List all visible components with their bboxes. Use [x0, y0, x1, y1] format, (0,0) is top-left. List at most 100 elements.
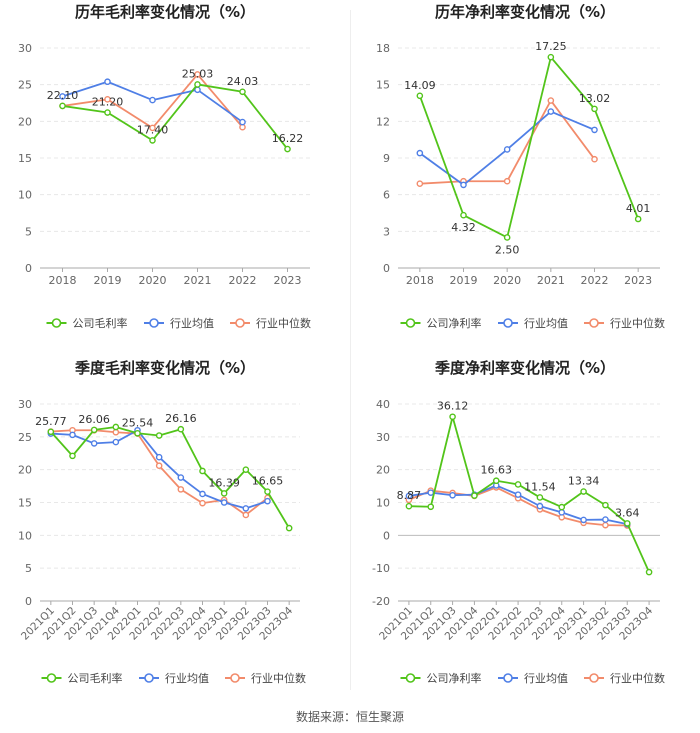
data-label: 14.09 [404, 79, 436, 92]
series-point-avg [90, 440, 98, 447]
series-point-median [194, 71, 201, 78]
y-tick-label: 15 [18, 152, 32, 165]
series-line-company [418, 56, 640, 239]
series-point-avg [416, 149, 424, 157]
series-point-company [602, 501, 609, 509]
series-point-avg [199, 490, 206, 498]
series-line-company [50, 426, 290, 529]
y-tick-label: 20 [376, 464, 390, 477]
legend-label-median: 行业中位数 [256, 316, 311, 330]
legend-label-median: 行业中位数 [610, 671, 665, 685]
y-tick-label: 0 [25, 595, 32, 608]
data-label: 13.02 [579, 92, 611, 105]
series-point-avg [69, 431, 76, 439]
x-tick-label: 2023 [274, 274, 302, 287]
y-tick-label: 12 [376, 115, 390, 128]
y-tick-label: 5 [25, 225, 32, 238]
x-tick-label: 2020 [139, 274, 167, 287]
legend-label-avg: 行业均值 [170, 317, 214, 330]
chart-title: 历年毛利率变化情况（%） [75, 3, 255, 21]
y-tick-label: 20 [18, 115, 32, 128]
series-point-avg [460, 181, 467, 189]
series-point-median [503, 177, 511, 185]
data-label: 16.65 [252, 475, 284, 488]
series-point-company [177, 425, 185, 433]
data-label: 22.10 [47, 89, 79, 102]
series-point-company [514, 481, 522, 488]
x-tick-label: 2022 [581, 274, 609, 287]
series-point-median [416, 180, 424, 187]
x-tick-label: 2021 [537, 274, 565, 287]
y-tick-label: 25 [18, 79, 32, 92]
series-point-company [59, 102, 66, 110]
data-label: 3.64 [615, 506, 640, 519]
series-point-avg [104, 78, 111, 86]
series-point-avg [558, 509, 566, 516]
data-label: 16.22 [272, 132, 304, 145]
series-point-median [591, 155, 598, 163]
series-point-company [47, 428, 55, 436]
series-point-company [558, 503, 566, 511]
x-tick-label: 2018 [406, 274, 434, 287]
series-point-avg [449, 491, 456, 499]
series-point-company [591, 105, 598, 113]
data-label: 25.77 [35, 415, 67, 428]
series-point-avg [503, 146, 511, 153]
series-point-avg [155, 453, 163, 461]
series-point-company [134, 429, 141, 437]
data-label: 11.54 [524, 480, 556, 493]
data-label: 26.16 [165, 412, 197, 425]
series-point-median [155, 462, 163, 470]
legend-marker-company [51, 318, 62, 328]
series-point-avg [149, 96, 156, 104]
legend-label-company: 公司净利率 [427, 316, 482, 330]
legend-label-avg: 行业均值 [524, 317, 568, 330]
y-tick-label: 10 [18, 529, 32, 542]
y-tick-label: 30 [18, 398, 32, 411]
series-point-median [602, 521, 609, 529]
series-point-median [177, 486, 185, 493]
series-point-avg [177, 474, 185, 481]
series-point-company [492, 477, 500, 485]
data-label: 25.03 [182, 67, 214, 80]
data-label: 8.87 [397, 489, 422, 502]
legend-marker-company [405, 318, 416, 328]
series-point-avg [405, 492, 413, 500]
legend-marker-median [230, 673, 240, 683]
series-point-company [242, 466, 250, 473]
data-label: 26.06 [78, 413, 110, 426]
legend-label-median: 行业中位数 [610, 316, 665, 330]
series-point-median [149, 124, 156, 132]
legend-label-company: 公司毛利率 [68, 671, 123, 685]
data-label: 24.03 [227, 75, 259, 88]
chart-title: 历年净利率变化情况（%） [435, 3, 615, 21]
series-point-company [149, 137, 156, 144]
series-point-company [155, 432, 163, 439]
series-point-company [471, 492, 478, 499]
legend-marker-company [405, 673, 416, 683]
y-tick-label: 10 [376, 497, 390, 510]
series-point-company [634, 215, 642, 223]
legend-label-median: 行业中位数 [251, 671, 306, 685]
series-point-avg [264, 497, 271, 505]
series-point-company [264, 488, 271, 495]
y-tick-label: 6 [383, 189, 390, 202]
y-tick-label: 0 [383, 529, 390, 542]
series-point-company [284, 145, 291, 153]
y-tick-label: 9 [383, 152, 390, 165]
series-point-company [405, 502, 413, 510]
series-point-company [285, 524, 293, 532]
series-point-avg [427, 489, 435, 496]
legend-marker-median [589, 318, 599, 328]
series-point-company [536, 494, 544, 501]
series-point-company [623, 520, 631, 527]
y-tick-label: 15 [18, 497, 32, 510]
series-point-company [69, 452, 76, 460]
y-tick-label: 10 [18, 189, 32, 202]
series-point-company [547, 53, 555, 61]
series-line-company [408, 415, 650, 573]
data-label: 16.39 [208, 476, 240, 489]
y-tick-label: 5 [25, 562, 32, 575]
series-point-company [112, 423, 120, 431]
